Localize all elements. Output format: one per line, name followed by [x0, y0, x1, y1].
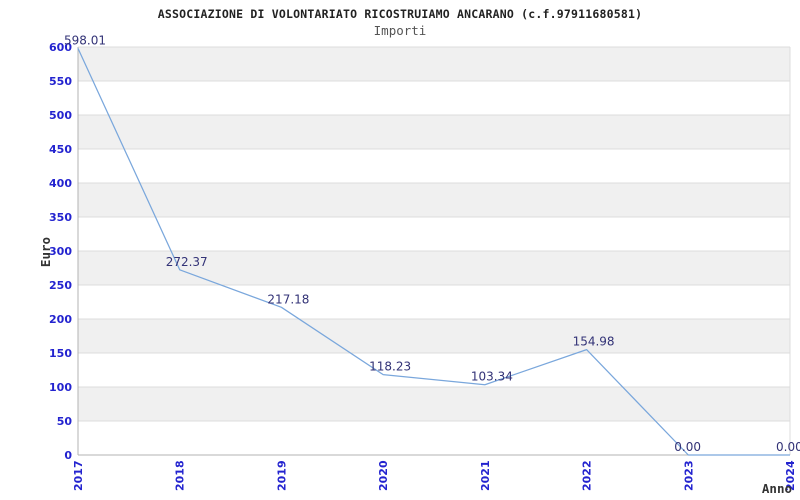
x-tick-label: 2021 [479, 460, 492, 491]
x-tick-label: 2020 [377, 460, 390, 491]
y-tick-label: 550 [49, 75, 72, 88]
x-tick-label: 2023 [682, 460, 695, 491]
y-tick-label: 150 [49, 347, 72, 360]
plot-band [78, 285, 790, 319]
data-label: 0.00 [776, 440, 800, 454]
data-label: 118.23 [369, 360, 411, 374]
y-tick-label: 500 [49, 109, 72, 122]
plot-band [78, 251, 790, 285]
x-tick-label: 2022 [581, 460, 594, 491]
plot-band [78, 319, 790, 353]
chart-title: ASSOCIAZIONE DI VOLONTARIATO RICOSTRUIAM… [157, 7, 643, 21]
y-tick-label: 600 [49, 41, 72, 54]
data-label: 154.98 [573, 335, 615, 349]
y-tick-label: 250 [49, 279, 72, 292]
y-tick-label: 300 [49, 245, 72, 258]
plot-band [78, 47, 790, 81]
x-tick-label: 2017 [72, 460, 85, 491]
y-tick-label: 50 [57, 415, 73, 428]
plot-band [78, 387, 790, 421]
plot-band [78, 217, 790, 251]
y-tick-label: 0 [64, 449, 72, 462]
y-tick-label: 200 [49, 313, 72, 326]
data-label: 598.01 [64, 33, 106, 47]
plot-band [78, 81, 790, 115]
x-tick-label: 2018 [174, 460, 187, 491]
x-tick-label: 2019 [275, 460, 288, 491]
plot-band [78, 115, 790, 149]
data-label: 217.18 [267, 292, 309, 306]
data-label: 103.34 [471, 370, 513, 384]
plot-band [78, 353, 790, 387]
chart-subtitle: Importi [373, 23, 427, 38]
y-tick-label: 100 [49, 381, 72, 394]
y-axis-title: Euro [38, 237, 53, 267]
y-tick-label: 400 [49, 177, 72, 190]
y-tick-label: 450 [49, 143, 72, 156]
data-label: 272.37 [166, 255, 208, 269]
plot-band [78, 183, 790, 217]
x-tick-label: 2024 [784, 460, 797, 491]
data-line [77, 48, 790, 456]
plot-band [78, 149, 790, 183]
data-label: 0.00 [674, 440, 701, 454]
x-axis-title: Anno [762, 481, 792, 496]
y-tick-label: 350 [49, 211, 72, 224]
